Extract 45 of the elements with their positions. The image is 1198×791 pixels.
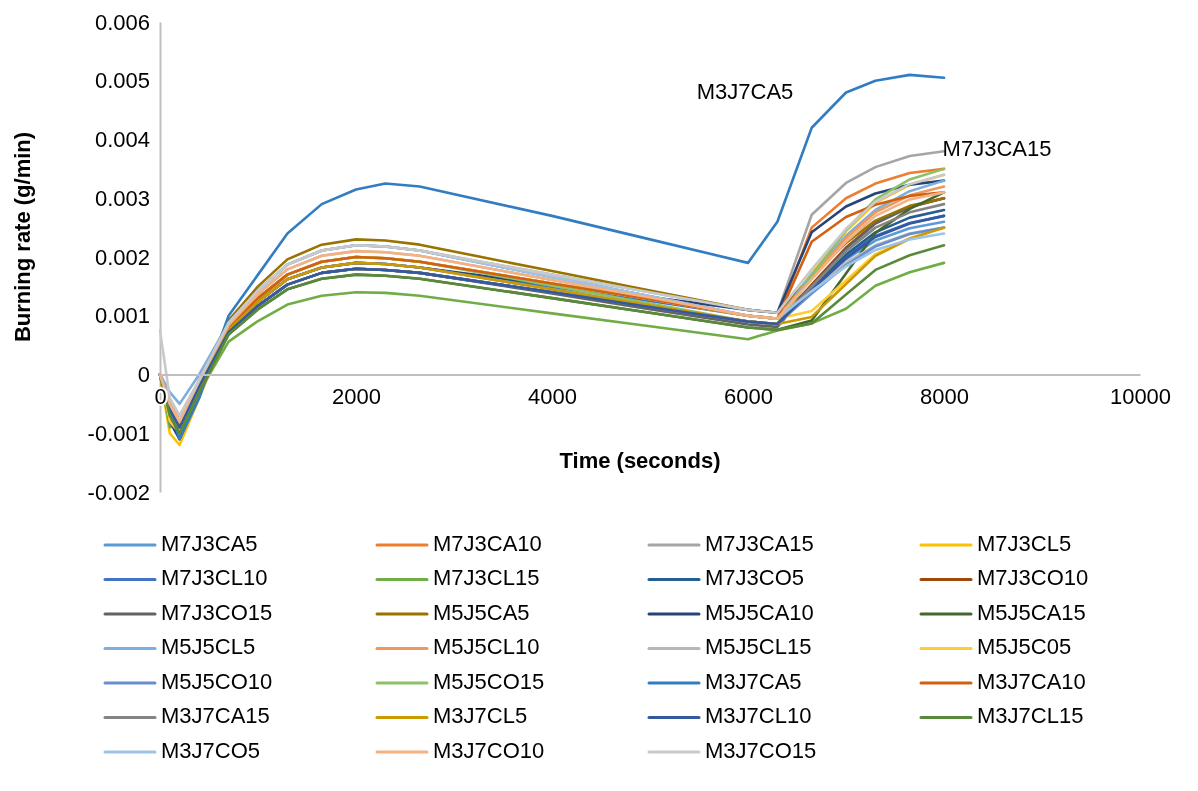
annotation: M3J7CA5: [696, 78, 794, 104]
legend-label: M7J3CA15: [705, 530, 814, 556]
y-tick-label: 0: [137, 362, 150, 388]
legend-label: M7J3CO15: [161, 599, 273, 625]
legend-label: M3J7CL5: [433, 703, 528, 729]
y-tick-label: 0.005: [94, 68, 150, 94]
legend-label: M7J3CA10: [433, 530, 542, 556]
legend-label: M5J5CO10: [161, 668, 273, 694]
legend-label: M7J3CL10: [161, 565, 268, 591]
y-tick-label: 0.004: [94, 127, 150, 153]
y-tick-label: -0.002: [87, 479, 150, 505]
x-tick-label: 10000: [1109, 384, 1172, 410]
x-tick-label: 8000: [920, 384, 969, 410]
legend-label: M3J7CO10: [433, 737, 545, 763]
legend-label: M5J5CL5: [161, 634, 256, 660]
legend-label: M5J5CA5: [433, 599, 530, 625]
legend-label: M5J5C05: [977, 634, 1072, 660]
legend-label: M3J7CO5: [161, 737, 261, 763]
legend-label: M7J3CO5: [705, 565, 805, 591]
y-tick-label: 0.003: [94, 185, 150, 211]
x-axis-title: Time (seconds): [559, 448, 721, 473]
x-tick-label: 6000: [724, 384, 773, 410]
y-tick-label: 0.002: [94, 244, 150, 270]
legend-label: M5J5CO15: [433, 668, 545, 694]
legend-label: M3J7CL15: [977, 703, 1084, 729]
x-tick-label: 2000: [332, 384, 381, 410]
legend-label: M5J5CA15: [977, 599, 1086, 625]
y-axis-title: Burning rate (g/min): [10, 131, 35, 343]
legend-label: M7J3CA5: [161, 530, 258, 556]
y-tick-label: 0.006: [94, 9, 150, 35]
legend-label: M3J7CO15: [705, 737, 817, 763]
legend-label: M3J7CA10: [977, 668, 1086, 694]
legend-label: M5J5CL10: [433, 634, 540, 660]
y-tick-label: -0.001: [87, 420, 150, 446]
y-tick-label: 0.001: [94, 303, 150, 329]
legend-label: M3J7CA5: [705, 668, 802, 694]
legend-label: M3J7CL10: [705, 703, 812, 729]
legend-label: M5J5CL15: [705, 634, 812, 660]
legend-label: M7J3CO10: [977, 565, 1089, 591]
legend-label: M5J5CA10: [705, 599, 814, 625]
x-tick-label: 4000: [528, 384, 577, 410]
annotation: M7J3CA15: [942, 135, 1052, 161]
legend-label: M7J3CL5: [977, 530, 1072, 556]
legend-label: M3J7CA15: [161, 703, 270, 729]
legend-label: M7J3CL15: [433, 565, 540, 591]
